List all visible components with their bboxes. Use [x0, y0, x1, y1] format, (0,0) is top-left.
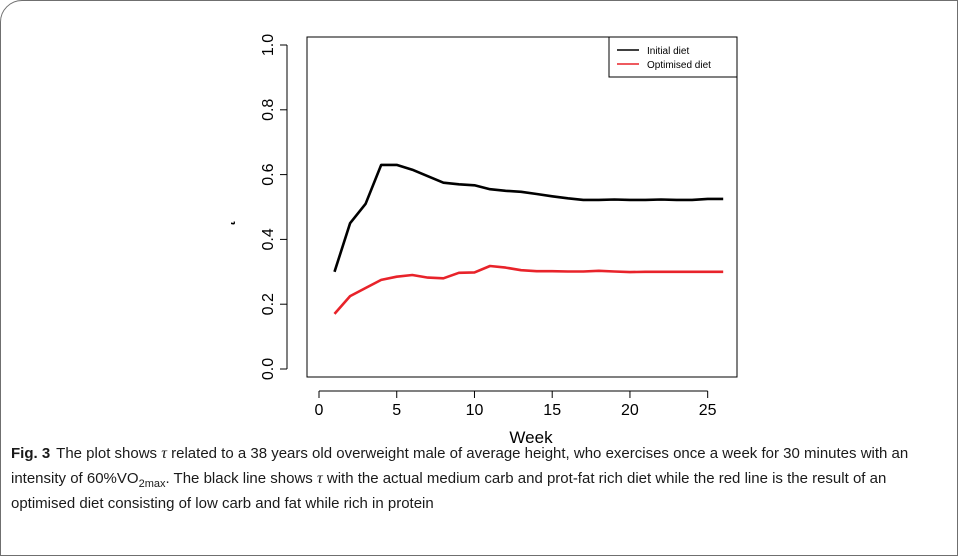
chart-area: 0 5 10 15 20 25 Week 0.0 0.2 0.4 0.6 0.8 1.0 τ Initia…	[219, 7, 751, 452]
caption-text-3: . The black line shows	[165, 470, 317, 487]
vo2max-subscript: 2max	[138, 478, 166, 490]
series-lines	[333, 163, 724, 315]
tau-symbol: τ	[161, 445, 167, 462]
x-tick-label: 10	[466, 402, 484, 419]
legend: Initial diet Optimised diet	[608, 36, 738, 78]
caption-text-2: related to a 38 years old overweight mal…	[11, 445, 909, 487]
line-chart: 0 5 10 15 20 25 Week 0.0 0.2 0.4 0.6 0.8 1.0 τ Initia…	[219, 34, 738, 447]
figure-caption: Fig. 3 The plot shows τ related to a 38 y…	[11, 441, 947, 516]
y-tick-label: 0.6	[260, 163, 277, 185]
y-tick-label: 0.4	[260, 228, 277, 250]
y-tick-label: 1.0	[260, 34, 277, 56]
x-axis-label: Week	[509, 428, 553, 447]
y-axis-label: τ	[231, 218, 239, 226]
legend-box	[608, 36, 738, 78]
y-tick-label: 0.2	[260, 293, 277, 315]
y-tick-label: 0.0	[260, 358, 277, 380]
x-tick-label: 0	[315, 402, 324, 419]
legend-label: Optimised diet	[647, 60, 711, 71]
x-tick-label: 15	[543, 402, 561, 419]
tau-symbol-2: τ	[316, 470, 323, 487]
plot-box	[306, 36, 738, 378]
x-tick-label: 5	[392, 402, 401, 419]
caption-text-4: with the actual medium carb and prot-fat…	[11, 470, 887, 512]
series-line-initial-diet	[333, 163, 724, 273]
x-tick-label: 25	[699, 402, 717, 419]
figure-label: Fig. 3	[11, 445, 51, 462]
x-tick-label: 20	[621, 402, 639, 419]
caption-text-1: The plot shows	[56, 445, 162, 462]
legend-label: Initial diet	[647, 46, 689, 57]
series-line-optimised-diet	[333, 264, 724, 315]
y-tick-label: 0.8	[260, 99, 277, 121]
axes: 0 5 10 15 20 25 Week 0.0 0.2 0.4 0.6 0.8 1.0 τ	[219, 34, 738, 447]
